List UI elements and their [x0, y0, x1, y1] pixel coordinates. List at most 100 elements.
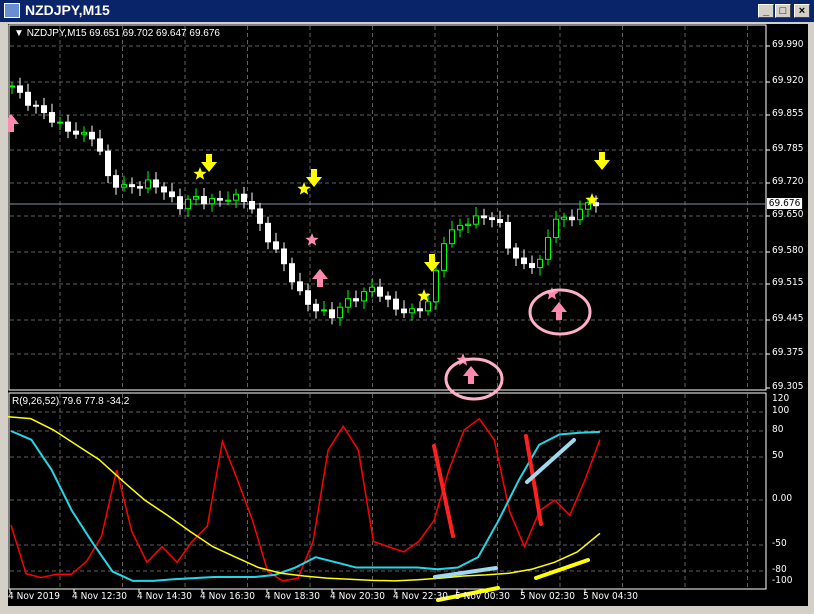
candle-bear	[505, 221, 511, 249]
candle-bull	[545, 237, 551, 260]
time-axis-label: 4 Nov 2019	[8, 591, 60, 602]
indicator-panel-frame	[8, 392, 767, 590]
candle-bear	[481, 215, 487, 219]
candle-bull	[121, 184, 127, 188]
up-arrow-icon	[8, 114, 19, 132]
minimize-button[interactable]: _	[758, 4, 774, 18]
star-icon	[193, 167, 207, 180]
price-axis-label: 69.445	[772, 313, 804, 324]
candle-bull	[209, 198, 215, 205]
window-title: NZDJPY,M15	[25, 2, 110, 18]
indicator-line-red	[10, 417, 601, 582]
time-axis-label: 4 Nov 14:30	[137, 591, 192, 602]
chart-header: ▼ NZDJPY,M15 69.651 69.702 69.647 69.676	[14, 28, 220, 39]
candle-bull	[185, 198, 191, 210]
candle-bear	[353, 298, 359, 302]
candle-bear	[521, 257, 527, 265]
title-bar: NZDJPY,M15 _ □ ×	[0, 0, 814, 22]
time-axis-label: 4 Nov 18:30	[265, 591, 320, 602]
price-axis-label: 69.720	[772, 176, 804, 187]
candle-bear	[113, 175, 119, 188]
candle-bull	[537, 258, 543, 269]
app-icon	[4, 3, 20, 18]
candle-bear	[417, 308, 423, 312]
candle-bear	[385, 295, 391, 300]
candle-bear	[313, 303, 319, 312]
candle-bull	[369, 286, 375, 293]
down-arrow-icon	[594, 152, 610, 170]
candle-bear	[161, 186, 167, 193]
candle-bull	[345, 298, 351, 308]
candle-bear	[49, 112, 55, 123]
candle-bear	[401, 308, 407, 314]
candle-bull	[409, 308, 415, 314]
price-axis-label: 69.785	[772, 143, 804, 154]
candle-bear	[513, 247, 519, 259]
indicator-axis-label: 0.00	[772, 493, 793, 504]
close-button[interactable]: ×	[794, 4, 810, 18]
price-axis-label: 69.375	[772, 347, 804, 358]
candle-bear	[281, 248, 287, 265]
indicator-axis-label: 100	[772, 405, 790, 416]
chart-header-text: NZDJPY,M15 69.651 69.702 69.647 69.676	[26, 28, 220, 39]
candle-bull	[449, 229, 455, 245]
time-axis-label: 4 Nov 16:30	[200, 591, 255, 602]
candle-bear	[289, 263, 295, 283]
time-axis-label: 5 Nov 02:30	[520, 591, 575, 602]
candle-bull	[81, 131, 87, 135]
indicator-line-yellow	[8, 416, 601, 582]
time-axis-label: 4 Nov 20:30	[330, 591, 385, 602]
indicator-axis-label: -50	[772, 538, 787, 549]
candle-bear	[97, 138, 103, 152]
candle-bull	[233, 193, 239, 201]
up-arrow-icon	[551, 302, 567, 320]
down-arrow-icon	[424, 254, 440, 272]
candle-bear	[305, 290, 311, 305]
candle-bear	[593, 202, 599, 207]
candle-bear	[273, 241, 279, 250]
current-price-label: 69.676	[767, 198, 803, 209]
time-axis-label: 5 Nov 04:30	[583, 591, 638, 602]
indicator-axis-label: 50	[772, 450, 784, 461]
price-axis-label: 69.920	[772, 75, 804, 86]
candle-bull	[193, 195, 199, 200]
candle-bull	[577, 208, 583, 221]
indicator-line-cyan	[10, 430, 601, 582]
star-icon	[585, 193, 599, 206]
candle-bull	[337, 306, 343, 319]
candle-bull	[225, 199, 231, 202]
indicator-axis-label: 120	[772, 393, 790, 404]
candle-bull	[433, 269, 439, 303]
drawn-trendline	[525, 438, 576, 484]
up-arrow-icon	[312, 269, 328, 287]
down-arrow-icon	[306, 169, 322, 187]
drawn-trendline	[436, 586, 500, 602]
candle-bull	[9, 85, 15, 88]
candle-bear	[241, 193, 247, 202]
candle-bear	[265, 222, 271, 243]
time-axis-label: 4 Nov 22:30	[393, 591, 448, 602]
down-arrow-icon	[201, 154, 217, 172]
time-axis-label: 5 Nov 00:30	[455, 591, 510, 602]
chart-area[interactable]: ▼ NZDJPY,M15 69.651 69.702 69.647 69.676…	[8, 24, 808, 606]
indicator-label: R(9,26,52) 79.6 77.8 -34.2	[12, 396, 130, 407]
chart-canvas	[8, 24, 770, 602]
candle-bear	[489, 217, 495, 221]
indicator-axis-label: -80	[772, 564, 787, 575]
candle-bear	[169, 191, 175, 198]
price-axis-label: 69.580	[772, 245, 804, 256]
candle-bull	[361, 291, 367, 302]
candle-bull	[321, 309, 327, 312]
candle-bear	[257, 208, 263, 224]
candle-bear	[329, 309, 335, 319]
candle-bear	[89, 131, 95, 140]
candle-bull	[585, 202, 591, 210]
maximize-button[interactable]: □	[775, 4, 791, 18]
drawn-trendline	[433, 566, 498, 579]
candle-bear	[41, 105, 47, 114]
price-axis-label: 69.515	[772, 277, 804, 288]
candle-bull	[465, 223, 471, 226]
highlight-circle	[444, 357, 504, 401]
indicator-axis-label: 80	[772, 424, 784, 435]
time-axis-label: 4 Nov 12:30	[72, 591, 127, 602]
